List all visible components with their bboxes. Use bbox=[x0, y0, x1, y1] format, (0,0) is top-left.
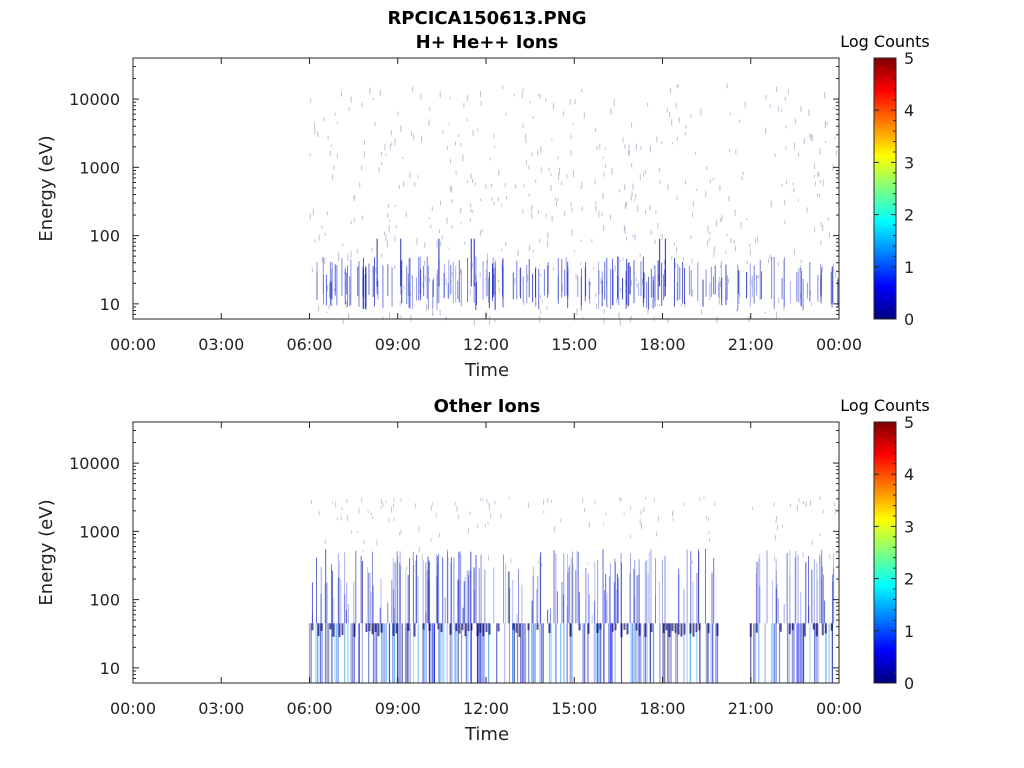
panel-title: H+ He++ Ions bbox=[416, 32, 559, 53]
spectrogram-data bbox=[309, 83, 839, 326]
x-axis-label: Time bbox=[464, 724, 509, 745]
x-tick-label: 09:00 bbox=[375, 699, 421, 718]
x-tick-label: 12:00 bbox=[463, 335, 509, 354]
y-tick-label: 10 bbox=[100, 295, 120, 314]
colorbar-tick-label: 0 bbox=[904, 310, 914, 329]
y-tick-label: 10 bbox=[100, 659, 120, 678]
colorbar-tick-label: 3 bbox=[904, 517, 914, 536]
colorbar-tick-label: 5 bbox=[904, 413, 914, 432]
y-tick-label: 100 bbox=[89, 227, 120, 246]
x-tick-label: 21:00 bbox=[728, 699, 774, 718]
x-tick-label: 00:00 bbox=[110, 335, 156, 354]
colorbar-tick-label: 1 bbox=[904, 258, 914, 277]
colorbar: Log Counts 0 1 2 3 4 5 bbox=[840, 396, 930, 693]
colorbar-label: Log Counts bbox=[840, 396, 930, 415]
y-tick-label: 10000 bbox=[69, 90, 120, 109]
colorbar-tick-label: 1 bbox=[904, 622, 914, 641]
panel-title: Other Ions bbox=[434, 396, 541, 417]
axis-ticks: 00:00 03:00 06:00 09:00 12:00 15:00 18:00 21:00… bbox=[69, 421, 862, 718]
colorbar-gradient bbox=[873, 421, 897, 684]
x-tick-label: 06:00 bbox=[286, 699, 332, 718]
colorbar-tick-label: 3 bbox=[904, 153, 914, 172]
x-tick-label: 06:00 bbox=[286, 335, 332, 354]
spectrogram-data bbox=[308, 496, 837, 683]
x-tick-label: 15:00 bbox=[551, 335, 597, 354]
y-tick-label: 10000 bbox=[69, 454, 120, 473]
x-tick-label: 18:00 bbox=[639, 335, 685, 354]
colorbar-ticks: 0 1 2 3 4 5 bbox=[874, 49, 914, 329]
y-tick-label: 1000 bbox=[79, 158, 120, 177]
x-tick-label: 00:00 bbox=[816, 699, 862, 718]
colorbar-gradient bbox=[873, 57, 897, 320]
plot-area bbox=[133, 422, 839, 683]
x-tick-label: 12:00 bbox=[463, 699, 509, 718]
x-tick-label: 03:00 bbox=[198, 335, 244, 354]
colorbar-tick-label: 0 bbox=[904, 674, 914, 693]
colorbar-tick-label: 2 bbox=[904, 570, 914, 589]
colorbar-tick-label: 2 bbox=[904, 206, 914, 225]
colorbar-tick-label: 4 bbox=[904, 101, 914, 120]
y-tick-label: 1000 bbox=[79, 522, 120, 541]
x-tick-label: 03:00 bbox=[198, 699, 244, 718]
colorbar: Log Counts 0 1 2 3 4 5 bbox=[840, 32, 930, 329]
colorbar-ticks: 0 1 2 3 4 5 bbox=[874, 413, 914, 693]
axis-ticks: 00:00 03:00 06:00 09:00 12:00 15:00 18:00 21:00… bbox=[69, 57, 862, 354]
x-tick-label: 09:00 bbox=[375, 335, 421, 354]
y-axis-label: Energy (eV) bbox=[36, 135, 57, 241]
x-tick-label: 00:00 bbox=[816, 335, 862, 354]
x-tick-label: 15:00 bbox=[551, 699, 597, 718]
x-tick-label: 21:00 bbox=[728, 335, 774, 354]
x-axis-label: Time bbox=[464, 360, 509, 381]
colorbar-tick-label: 5 bbox=[904, 49, 914, 68]
y-tick-label: 100 bbox=[89, 591, 120, 610]
panel-other-ions: Other Ions 00:00 03:00 06:00 09:00 12:00 15:0… bbox=[36, 396, 930, 745]
x-tick-label: 18:00 bbox=[639, 699, 685, 718]
panel-h-he-ions: H+ He++ Ions 00:00 03:00 06:00 09:00 12:00 15… bbox=[36, 32, 930, 381]
colorbar-label: Log Counts bbox=[840, 32, 930, 51]
y-axis-label: Energy (eV) bbox=[36, 499, 57, 605]
figure-title: RPCICA150613.PNG bbox=[387, 8, 586, 29]
x-tick-label: 00:00 bbox=[110, 699, 156, 718]
colorbar-tick-label: 4 bbox=[904, 465, 914, 484]
